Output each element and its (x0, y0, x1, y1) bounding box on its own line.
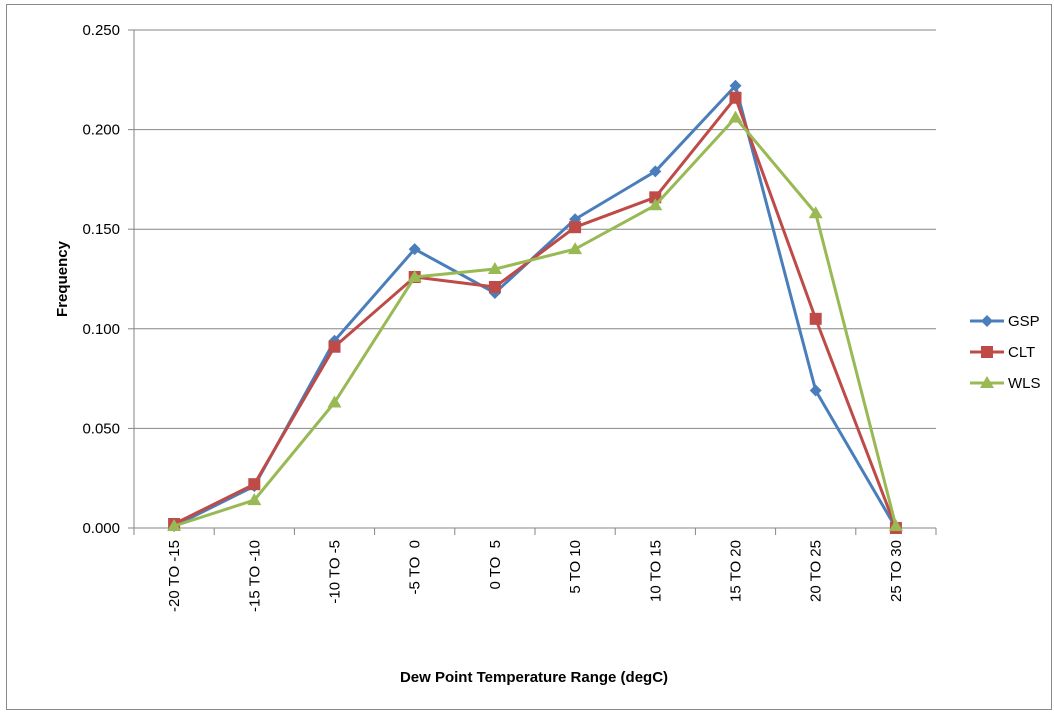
marker-diamond (809, 384, 822, 397)
marker-triangle (407, 270, 422, 283)
legend-item-clt: CLT (970, 344, 1035, 361)
marker-triangle (728, 110, 743, 123)
legend-label: GSP (1008, 313, 1040, 330)
x-axis-title: Dew Point Temperature Range (degC) (400, 669, 668, 686)
legend-item-gsp: GSP (970, 313, 1040, 330)
marker-triangle (888, 519, 903, 532)
y-tick-label: 0.250 (82, 22, 120, 39)
marker-triangle (568, 242, 583, 255)
y-axis-title: Frequency (54, 240, 71, 317)
marker-diamond (649, 165, 662, 178)
x-tick-label: -5 TO 0 (407, 540, 424, 594)
marker-triangle (648, 198, 663, 211)
x-tick-label: 20 TO 25 (808, 540, 825, 602)
marker-square (569, 221, 582, 234)
series-clt (168, 91, 902, 534)
legend: GSP CLT WLS (970, 313, 1041, 392)
marker-square (729, 91, 742, 104)
legend-label: WLS (1008, 375, 1041, 392)
marker-triangle (327, 395, 342, 408)
marker-triangle (980, 376, 994, 388)
series-gsp (168, 79, 902, 534)
marker-triangle (247, 493, 262, 506)
legend-label: CLT (1008, 344, 1035, 361)
x-tick-label: 5 TO 10 (567, 540, 584, 594)
y-tick-labels: 0.000 0.050 0.100 0.150 0.200 0.250 (82, 22, 120, 537)
marker-diamond (408, 243, 421, 256)
marker-square (328, 340, 341, 353)
y-tick-label: 0.200 (82, 122, 120, 139)
series-line (173, 84, 898, 529)
series-line (173, 96, 898, 529)
marker-diamond (981, 315, 993, 327)
series-wls (167, 110, 903, 532)
axes (128, 29, 937, 535)
legend-item-wls: WLS (970, 375, 1041, 392)
x-tick-labels: -20 TO -15 -15 TO -10 -10 TO -5 -5 TO 0 0 TO… (166, 540, 905, 612)
y-tick-label: 0.000 (82, 520, 120, 537)
x-tick-label: 15 TO 20 (728, 540, 745, 602)
x-tick-label: 25 TO 30 (888, 540, 905, 602)
marker-triangle (487, 262, 502, 275)
marker-square (248, 478, 261, 491)
x-tick-label: 10 TO 15 (647, 540, 664, 602)
marker-square (488, 280, 501, 293)
marker-square (809, 312, 822, 325)
marker-triangle (808, 206, 823, 219)
marker-diamond (729, 79, 742, 92)
x-tick-label: -20 TO -15 (166, 540, 183, 612)
chart-frame (6, 4, 1052, 710)
marker-triangle (167, 519, 182, 532)
marker-square (981, 346, 993, 358)
y-tick-label: 0.050 (82, 420, 120, 437)
gridlines (134, 29, 936, 429)
series-group (167, 79, 903, 534)
x-tick-label: 0 TO 5 (487, 540, 504, 589)
y-tick-label: 0.100 (82, 321, 120, 338)
x-tick-label: -10 TO -5 (327, 540, 344, 604)
series-line (173, 116, 898, 528)
y-tick-label: 0.150 (82, 221, 120, 238)
x-tick-label: -15 TO -10 (246, 540, 263, 612)
